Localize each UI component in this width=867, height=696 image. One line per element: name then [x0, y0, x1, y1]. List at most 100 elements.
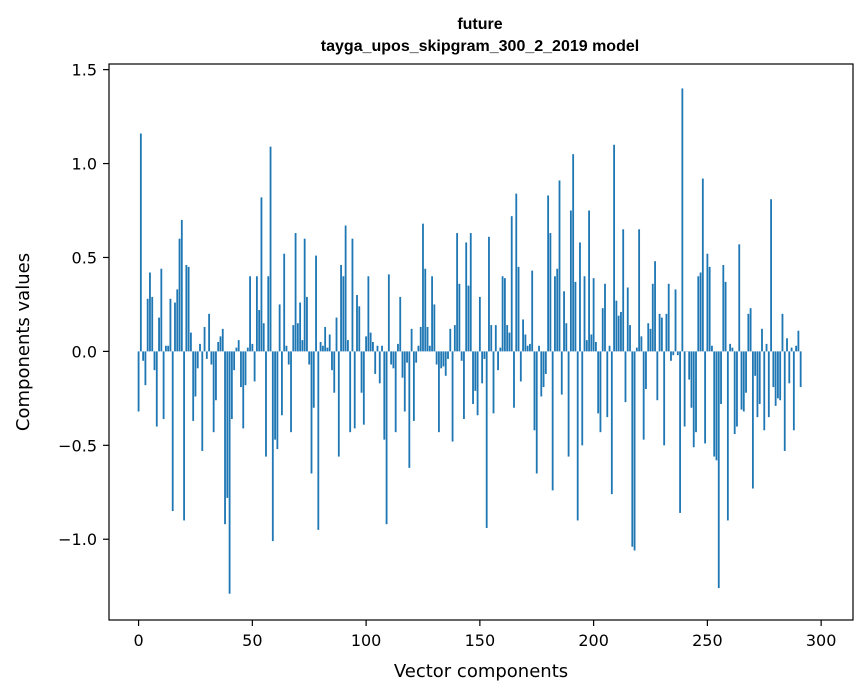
bar [376, 345, 379, 352]
bar [472, 351, 474, 404]
bar [431, 276, 433, 352]
bar [385, 351, 388, 525]
bar [544, 351, 547, 374]
bar [683, 351, 686, 427]
bar [199, 343, 201, 352]
x-tick-label: 150 [465, 631, 496, 650]
bar [410, 328, 413, 352]
bar [594, 342, 597, 352]
bar [217, 342, 220, 352]
bar [574, 281, 577, 352]
bar [394, 351, 397, 433]
bar [542, 351, 545, 388]
bar [344, 225, 347, 352]
bar [412, 351, 415, 421]
bar [740, 351, 743, 410]
bar [422, 223, 424, 352]
bar [704, 351, 707, 444]
bar [551, 351, 554, 491]
bar [533, 351, 536, 431]
bar [315, 255, 317, 352]
bar [547, 195, 550, 352]
bar [296, 323, 299, 352]
bar [629, 325, 631, 352]
bar [390, 351, 393, 365]
bar [258, 310, 261, 352]
bar [572, 154, 575, 352]
bar [715, 351, 718, 461]
bar [690, 351, 693, 408]
bar [262, 323, 265, 352]
bar [453, 325, 456, 352]
bar [717, 351, 720, 589]
bar [349, 351, 352, 433]
x-tick-label: 100 [351, 631, 382, 650]
bar [153, 351, 156, 371]
bar [190, 332, 192, 352]
bar [331, 351, 333, 371]
bar [763, 351, 766, 431]
bar [620, 311, 622, 352]
bar [319, 342, 322, 352]
bar [565, 323, 568, 352]
bar [747, 313, 750, 352]
bar [356, 295, 358, 352]
bar [139, 133, 142, 352]
y-axis-label: Components values [13, 253, 34, 431]
bar [681, 88, 684, 352]
bar [255, 276, 258, 352]
plot-area-frame [108, 63, 854, 621]
bar [342, 276, 345, 352]
bar [588, 210, 590, 352]
bar [451, 351, 454, 442]
bar [501, 276, 504, 352]
bar [540, 351, 543, 397]
bar [767, 351, 770, 418]
bar [638, 229, 641, 352]
bar [219, 336, 222, 352]
bars-group [137, 88, 802, 594]
bar [508, 332, 511, 352]
bar [171, 351, 174, 512]
bar [465, 242, 468, 352]
bar [144, 351, 147, 386]
bar [244, 351, 247, 386]
bar [142, 351, 145, 361]
bar [692, 351, 695, 448]
bar [360, 351, 363, 393]
bar [381, 345, 383, 352]
bar [267, 276, 270, 352]
bar [795, 345, 798, 352]
bar [765, 343, 768, 352]
bar [374, 351, 377, 374]
bar [463, 351, 465, 420]
bar [783, 351, 786, 451]
bar [321, 345, 324, 352]
bar [579, 242, 581, 352]
bar [278, 304, 281, 352]
bar [665, 313, 668, 352]
bar [506, 325, 509, 352]
bar [758, 351, 761, 404]
bar [283, 253, 286, 352]
bar [178, 238, 181, 352]
bar [711, 345, 713, 352]
bar [531, 270, 534, 352]
bar [779, 351, 782, 401]
x-axis-ticks: 0 50 100 150 200 250 300 [133, 620, 836, 650]
bar [403, 351, 406, 412]
bar [679, 351, 681, 513]
bar [274, 351, 276, 440]
bar [406, 351, 408, 363]
bar [770, 199, 772, 352]
bar [340, 264, 342, 352]
bar [617, 315, 620, 352]
bar [460, 351, 463, 361]
bar [312, 351, 315, 408]
bar [724, 281, 727, 352]
bar [246, 347, 249, 352]
bar [567, 351, 570, 457]
bar [660, 317, 663, 352]
bar [251, 343, 254, 352]
bar [722, 264, 725, 352]
